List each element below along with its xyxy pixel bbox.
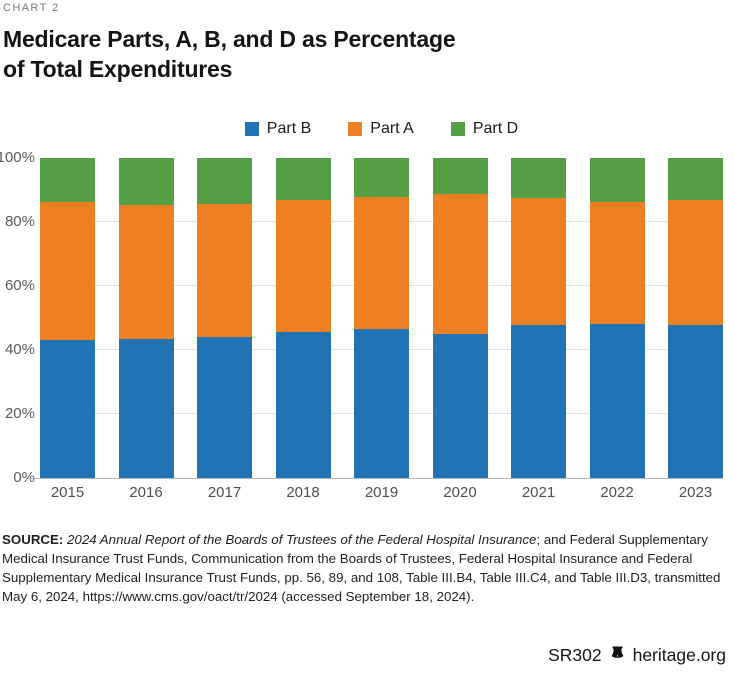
segment-part-d-2021: [511, 158, 566, 198]
legend-label: Part A: [370, 120, 414, 137]
segment-part-d-2023: [668, 158, 723, 200]
chart-eyebrow: CHART 2: [3, 2, 60, 14]
liberty-bell-icon: [609, 644, 626, 666]
segment-part-a-2017: [197, 204, 252, 337]
source-label: SOURCE:: [2, 532, 64, 547]
segment-part-d-2015: [40, 158, 95, 203]
segment-part-d-2017: [197, 158, 252, 205]
segment-part-a-2020: [432, 194, 488, 334]
x-tick-label-2023: 2023: [678, 484, 713, 501]
chart-legend: Part B Part A Part D: [40, 120, 723, 138]
segment-part-a-2016: [118, 205, 174, 340]
segment-part-b-2021: [511, 324, 566, 478]
segment-part-a-2023: [668, 199, 723, 325]
source-note: SOURCE: 2024 Annual Report of the Boards…: [2, 530, 733, 606]
legend-swatch-part-b: [244, 122, 259, 136]
footer: SR302 heritage.org: [548, 644, 726, 666]
segment-part-d-2020: [432, 158, 488, 195]
legend-item-part-b: Part B: [244, 120, 312, 138]
bar-2017: [197, 158, 252, 478]
legend-item-part-a: Part A: [348, 120, 414, 138]
x-axis-labels: 2015 2016 2017 2018 2019 2020 2021 2022 2023: [40, 484, 723, 501]
segment-part-d-2018: [275, 158, 331, 200]
segment-part-b-2016: [118, 339, 174, 478]
y-tick-label: 0%: [13, 469, 35, 486]
bar-2015: [40, 158, 95, 478]
x-tick-label-2022: 2022: [600, 484, 634, 501]
bar-2019: [354, 158, 409, 478]
y-tick-label: 60%: [4, 277, 35, 294]
segment-part-b-2017: [197, 336, 252, 478]
x-tick-label-2018: 2018: [286, 484, 320, 501]
x-tick-label-2015: 2015: [50, 484, 85, 501]
segment-part-d-2019: [354, 158, 409, 197]
source-rest: ; and Federal Supplementary Medical Insu…: [2, 532, 721, 604]
x-axis-baseline: [28, 478, 723, 479]
segment-part-b-2022: [589, 324, 645, 478]
chart-title: Medicare Parts, A, B, and D as Percentag…: [3, 24, 456, 84]
x-tick-label-2016: 2016: [129, 484, 163, 501]
y-tick-label: 20%: [4, 405, 35, 422]
bar-2016: [118, 158, 174, 478]
y-tick-label: 80%: [4, 213, 35, 230]
segment-part-a-2015: [40, 202, 95, 341]
x-tick-label-2021: 2021: [521, 484, 556, 501]
legend-swatch-part-d: [450, 122, 465, 136]
segment-part-b-2020: [432, 333, 488, 478]
bar-2021: [511, 158, 566, 478]
y-tick-label: 40%: [4, 341, 35, 358]
site-name: heritage.org: [632, 644, 726, 665]
chart-title-line2: of Total Expenditures: [3, 56, 233, 82]
plot-area: [28, 158, 723, 479]
bar-2022: [589, 158, 645, 478]
segment-part-b-2018: [275, 332, 331, 478]
segment-part-b-2019: [354, 328, 409, 478]
x-tick-label-2019: 2019: [364, 484, 399, 501]
bar-2023: [668, 158, 723, 478]
segment-part-a-2021: [511, 198, 566, 325]
x-tick-label-2020: 2020: [443, 484, 477, 501]
segment-part-b-2015: [40, 340, 95, 478]
report-id: SR302: [548, 644, 602, 665]
x-tick-label-2017: 2017: [207, 484, 242, 501]
legend-item-part-d: Part D: [450, 120, 519, 138]
segment-part-d-2016: [118, 158, 174, 206]
legend-label: Part B: [266, 120, 312, 137]
legend-label: Part D: [472, 120, 519, 137]
segment-part-a-2022: [589, 202, 645, 325]
bar-2020: [432, 158, 488, 478]
y-tick-label: 100%: [0, 149, 35, 166]
chart-title-line1: Medicare Parts, A, B, and D as Percentag…: [3, 26, 456, 52]
segment-part-a-2018: [275, 199, 331, 333]
segment-part-d-2022: [589, 158, 645, 203]
legend-swatch-part-a: [348, 122, 363, 136]
bar-2018: [275, 158, 331, 478]
source-title: 2024 Annual Report of the Boards of Trus…: [67, 532, 537, 547]
segment-part-b-2023: [668, 324, 723, 478]
segment-part-a-2019: [354, 196, 409, 329]
y-axis-labels: 0% 20% 40% 60% 80% 100%: [0, 149, 35, 486]
